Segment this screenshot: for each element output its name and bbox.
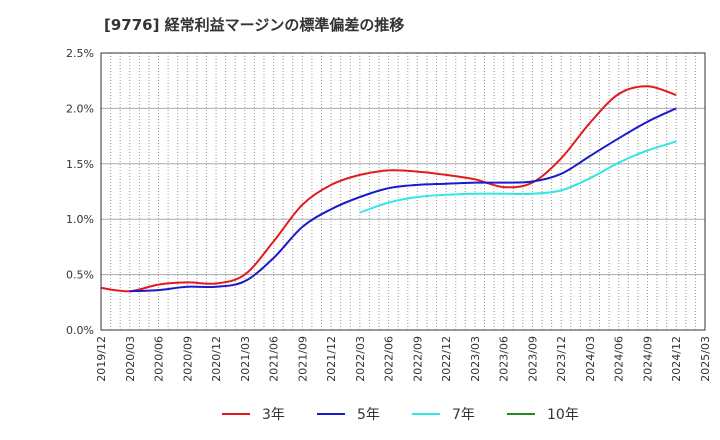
x-tick-label: 2021/12 xyxy=(325,336,338,382)
x-tick-label: 2023/03 xyxy=(469,336,482,382)
x-tick-label: 2021/09 xyxy=(296,336,309,382)
x-tick-label: 2022/09 xyxy=(411,336,424,382)
y-tick-label: 2.0% xyxy=(66,102,94,115)
chart-title: [9776] 経常利益マージンの標準偏差の推移 xyxy=(104,16,405,34)
x-tick-label: 2024/09 xyxy=(641,336,654,382)
x-tick-label: 2022/06 xyxy=(383,336,396,382)
y-tick-label: 0.5% xyxy=(66,269,94,282)
y-tick-label: 1.0% xyxy=(66,213,94,226)
x-tick-label: 2020/12 xyxy=(210,336,223,382)
x-tick-label: 2020/03 xyxy=(124,336,137,382)
plot-background xyxy=(101,53,705,330)
x-tick-labels: 2019/12 2020/03 2020/06 2020/09 2020/12 2021/… xyxy=(95,336,712,382)
legend-label: 7年 xyxy=(452,407,475,423)
plot-frame xyxy=(100,52,706,331)
x-tick-label: 2023/06 xyxy=(498,336,511,382)
x-tick-label: 2024/06 xyxy=(613,336,626,382)
series-line-1 xyxy=(100,85,677,293)
series-line-2 xyxy=(129,107,677,293)
y-tick-label: 1.5% xyxy=(66,158,94,171)
x-tick-label: 2022/12 xyxy=(440,336,453,382)
y-tick-labels: 0.0% 0.5% 1.0% 1.5% 2.0% 2.5% xyxy=(66,47,94,337)
x-tick-label: 2023/09 xyxy=(526,336,539,382)
series-lines xyxy=(100,85,677,293)
x-tick-label: 2025/03 xyxy=(699,336,712,382)
x-tick-label: 2024/03 xyxy=(584,336,597,382)
x-tick-label: 2024/12 xyxy=(670,336,683,382)
x-tick-label: 2020/09 xyxy=(181,336,194,382)
legend-label: 5年 xyxy=(357,407,380,423)
x-tick-label: 2022/03 xyxy=(354,336,367,382)
x-tick-label: 2021/03 xyxy=(239,336,252,382)
y-tick-label: 0.0% xyxy=(66,324,94,337)
legend-label: 10年 xyxy=(547,407,579,423)
legend-label: 3年 xyxy=(262,407,285,423)
horizontal-grid xyxy=(101,107,705,276)
x-tick-label: 2020/06 xyxy=(153,336,166,382)
y-tick-label: 2.5% xyxy=(66,47,94,60)
x-tick-label: 2023/12 xyxy=(555,336,568,382)
x-tick-label: 2019/12 xyxy=(95,336,108,382)
series-line-3 xyxy=(359,140,677,214)
x-tick-label: 2021/06 xyxy=(268,336,281,382)
legend: 3年 5年 7年 10年 xyxy=(222,407,579,423)
